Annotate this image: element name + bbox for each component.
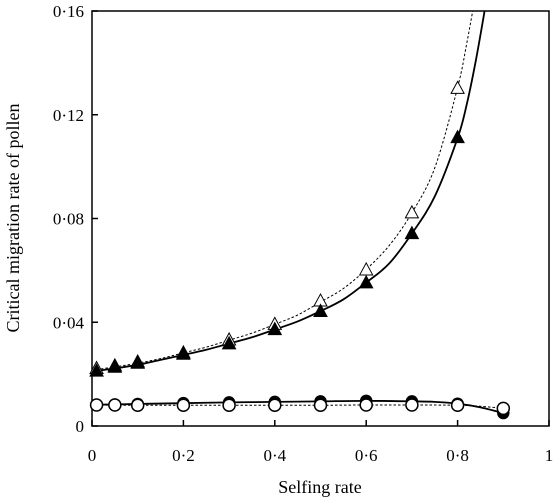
series-2-line [92, 11, 486, 373]
curves [92, 11, 504, 414]
x-tick-label: 0·8 [446, 446, 469, 465]
x-tick-label: 0·2 [172, 446, 195, 465]
series-4-point [405, 398, 419, 412]
series-2-point [176, 346, 191, 360]
series-2-point [313, 303, 328, 317]
ticks: 0 0·2 0·4 0·6 0·8 1 0 0·04 0·08 0·12 0·16 [53, 2, 553, 465]
series-2-point [450, 129, 465, 144]
series-2-point [107, 359, 123, 373]
series-4-point [496, 401, 511, 416]
series-2-point [89, 363, 104, 377]
series-4-point [130, 398, 145, 412]
series-2-point [267, 321, 283, 336]
markers [89, 80, 511, 420]
series-4-point [89, 398, 104, 412]
series-3-line [92, 399, 504, 414]
y-axis-label: Critical migration rate of pollen [3, 104, 23, 333]
series-4-point [450, 398, 465, 412]
series-4-point [222, 398, 236, 412]
series-4-point [313, 398, 328, 412]
x-tick-label: 1 [545, 446, 554, 465]
y-tick-label: 0·08 [53, 210, 84, 229]
x-tick-label: 0 [88, 446, 97, 465]
series-4-point [359, 398, 373, 412]
y-tick-label: 0·16 [53, 2, 84, 21]
series-2-point [404, 225, 420, 240]
series-4-point [176, 398, 191, 412]
series-4-line [92, 404, 504, 409]
x-tick-label: 0·4 [263, 446, 286, 465]
series-4-point [268, 398, 282, 412]
x-axis-label: Selfing rate [278, 477, 361, 497]
y-tick-label: 0·12 [53, 106, 84, 125]
y-tick-label: 0 [76, 417, 85, 436]
series-1-point [450, 80, 465, 94]
axes [91, 10, 550, 427]
series-2-point [358, 274, 374, 289]
x-tick-label: 0·6 [355, 446, 378, 465]
series-1-point [404, 204, 420, 219]
plot-frame [91, 10, 550, 427]
series-2-point [221, 335, 237, 350]
series-2-point [130, 355, 146, 369]
y-tick-label: 0·04 [53, 313, 85, 332]
series-1-line [92, 11, 474, 371]
series-4-point [108, 398, 122, 412]
